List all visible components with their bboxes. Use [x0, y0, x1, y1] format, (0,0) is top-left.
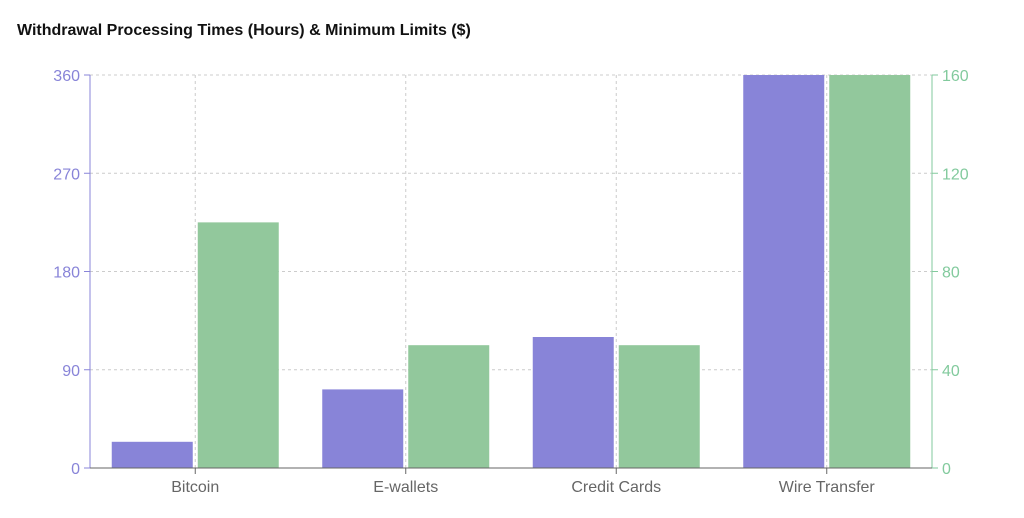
x-tick-label: Wire Transfer — [779, 479, 876, 496]
left-y-tick-label: 360 — [53, 68, 80, 85]
left-y-tick-label: 90 — [62, 363, 80, 380]
bar-series-1-credit-cards — [532, 337, 614, 468]
bar-series-1-bitcoin — [111, 441, 193, 468]
right-y-tick-label: 0 — [942, 461, 951, 478]
bars-layer — [111, 75, 911, 468]
bar-series-2-credit-cards — [618, 345, 700, 468]
axes-layer — [84, 74, 938, 474]
x-tick-label: Bitcoin — [171, 479, 219, 496]
left-y-tick-label: 180 — [53, 265, 80, 282]
bar-series-1-wire-transfer — [743, 75, 825, 468]
right-y-tick-label: 120 — [942, 166, 969, 183]
right-y-tick-label: 80 — [942, 265, 960, 282]
labels-layer: 0 90 180 270 360 0 40 80 120 160 Bitcoin E-wallets C… — [53, 68, 969, 496]
chart-title: Withdrawal Processing Times (Hours) & Mi… — [17, 22, 471, 39]
left-y-tick-label: 0 — [71, 461, 80, 478]
bar-series-2-wire-transfer — [829, 75, 911, 468]
right-y-tick-label: 40 — [942, 363, 960, 380]
x-tick-label: E-wallets — [373, 479, 438, 496]
left-y-tick-label: 270 — [53, 166, 80, 183]
right-y-tick-label: 160 — [942, 68, 969, 85]
bar-series-1-e-wallets — [322, 389, 404, 468]
x-tick-label: Credit Cards — [571, 479, 661, 496]
bar-series-2-bitcoin — [197, 222, 279, 468]
bar-series-2-e-wallets — [408, 345, 490, 468]
